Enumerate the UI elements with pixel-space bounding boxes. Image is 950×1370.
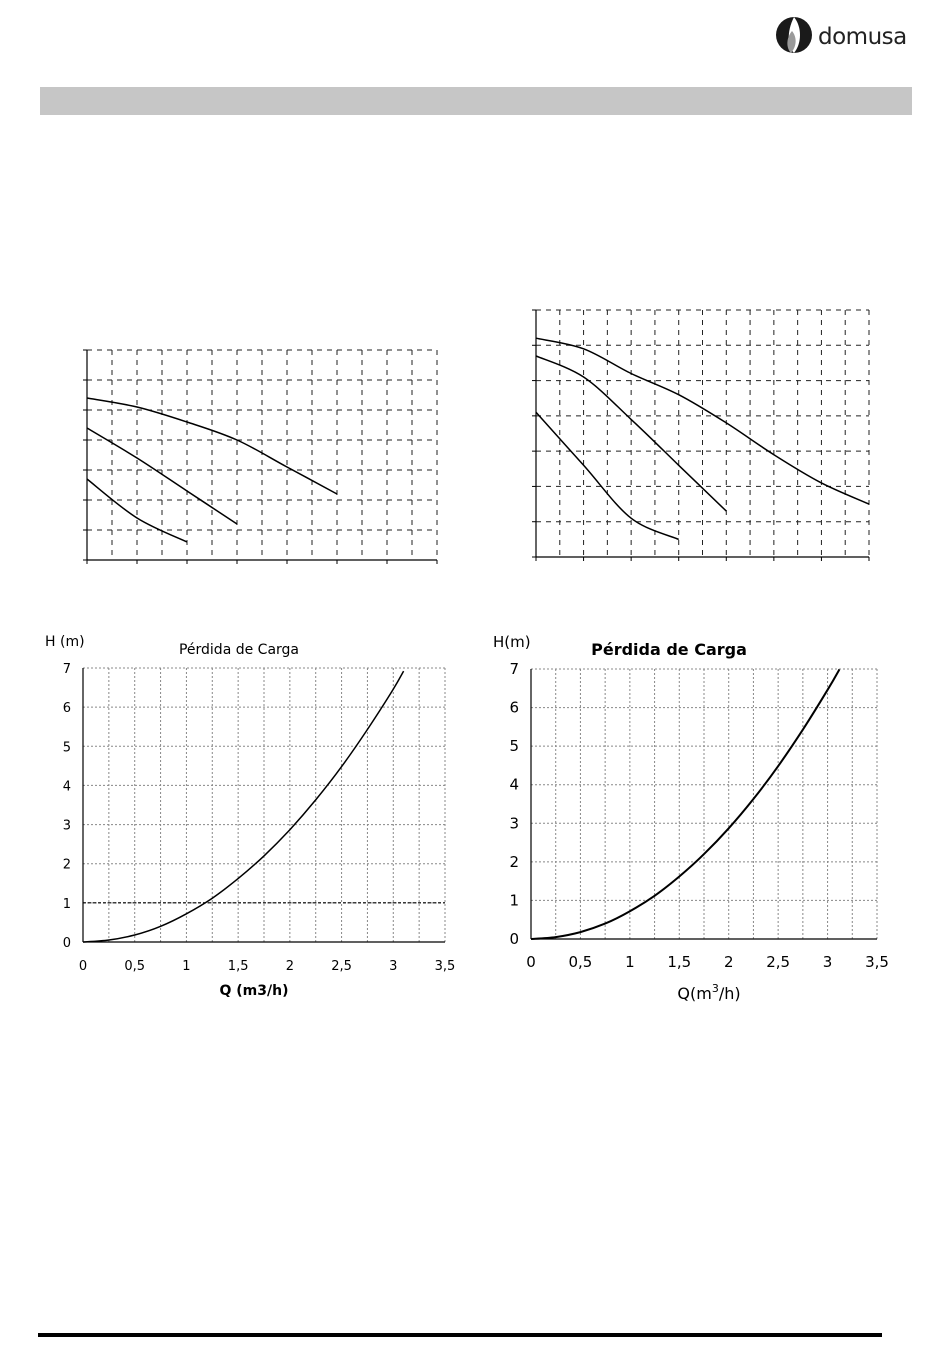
series-line-1 — [86, 397, 338, 495]
y-tick-label: 1 — [509, 891, 519, 909]
chart-title: Pérdida de Carga — [591, 640, 747, 659]
series-line-1 — [82, 670, 405, 943]
domusa-logo: domusa — [772, 13, 912, 57]
series-line-1 — [530, 668, 841, 940]
x-tick-label: 3 — [389, 959, 397, 974]
section-header-bar — [40, 87, 912, 115]
x-tick-label: 2 — [724, 953, 734, 971]
x-axis-label: Q(m3/h) — [677, 982, 740, 1003]
x-tick-label: 3,5 — [435, 959, 456, 974]
y-tick-label: 0 — [509, 930, 519, 948]
logo-mark-icon — [776, 17, 812, 53]
y-tick-label: 1 — [63, 897, 71, 912]
y-tick-label: 4 — [509, 776, 519, 794]
x-tick-label: 2,5 — [331, 959, 352, 974]
pump-curve-chart-right — [532, 309, 870, 561]
y-tick-label: 2 — [509, 853, 519, 871]
x-axis-label: Q (m3/h) — [220, 983, 289, 999]
y-tick-label: 6 — [63, 701, 71, 716]
pump-curve-chart-left — [83, 349, 438, 564]
y-tick-label: 3 — [63, 819, 71, 834]
y-tick-label: 5 — [509, 737, 519, 755]
series-line-1 — [535, 337, 870, 505]
x-tick-label: 1,5 — [228, 959, 249, 974]
series-line-2 — [86, 427, 238, 525]
series-line-2 — [535, 355, 727, 512]
y-tick-label: 7 — [509, 660, 519, 678]
x-tick-label: 0,5 — [568, 953, 592, 971]
logo-text: domusa — [818, 24, 907, 50]
x-tick-label: 2,5 — [766, 953, 790, 971]
x-tick-label: 2 — [286, 959, 294, 974]
pressure-loss-chart-left: 0 0,5 1 1,5 2 2,5 3 3,5 0 1 2 3 4 5 6 7 Pérdida de Carga… — [45, 634, 455, 999]
chart-title: Pérdida de Carga — [179, 642, 299, 658]
y-tick-label: 3 — [509, 814, 519, 832]
y-axis-label: H(m) — [493, 633, 531, 651]
y-tick-label: 7 — [63, 662, 71, 677]
footer-rule — [38, 1333, 882, 1337]
x-tick-label: 0 — [526, 953, 536, 971]
y-tick-label: 2 — [63, 858, 71, 873]
pressure-loss-chart-right: 0 0,5 1 1,5 2 2,5 3 3,5 0 1 2 3 4 5 6 7 Pérdida de Carga… — [493, 633, 889, 1003]
series-line-3 — [86, 478, 188, 543]
y-tick-label: 4 — [63, 779, 71, 794]
series-line-3 — [535, 411, 680, 541]
y-axis-label: H (m) — [45, 634, 85, 650]
x-tick-label: 1 — [182, 959, 190, 974]
y-tick-label: 0 — [63, 936, 71, 951]
x-tick-label: 3,5 — [865, 953, 889, 971]
y-tick-label: 6 — [509, 699, 519, 717]
x-tick-label: 0 — [79, 959, 87, 974]
x-tick-label: 3 — [823, 953, 833, 971]
x-tick-label: 0,5 — [124, 959, 145, 974]
y-tick-label: 5 — [63, 740, 71, 755]
x-tick-label: 1,5 — [667, 953, 691, 971]
x-tick-label: 1 — [625, 953, 635, 971]
